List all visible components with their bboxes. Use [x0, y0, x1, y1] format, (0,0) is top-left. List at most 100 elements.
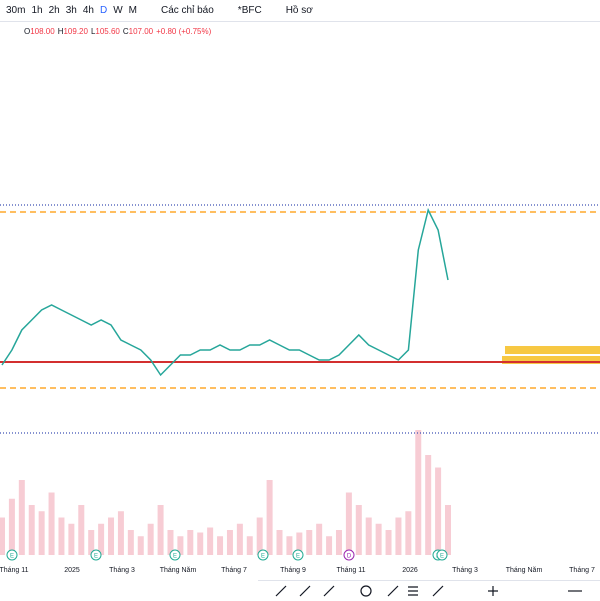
volume-bar: [187, 530, 194, 555]
event-marker: [169, 549, 181, 561]
volume-bar: [345, 492, 352, 555]
event-marker: [292, 549, 304, 561]
toolbar: 30m 1h 2h 3h 4h D W M Các chỉ báo *BFC Hồ sơ: [0, 0, 600, 22]
x-tick-label: Tháng 11: [336, 567, 365, 574]
volume-bar: [425, 455, 432, 555]
volume-bar: [108, 517, 115, 555]
volume-bar: [78, 505, 85, 555]
volume-bar: [127, 530, 134, 555]
volume-bar: [316, 523, 323, 555]
volume-bar: [415, 430, 422, 555]
volume-bar: [286, 536, 293, 555]
volume-bar: [445, 505, 451, 555]
volume-bar: [177, 536, 184, 555]
volume-bar: [405, 511, 412, 555]
volume-bar: [236, 523, 243, 555]
event-label: E: [296, 554, 300, 560]
x-tick-label: Tháng 7: [569, 567, 595, 574]
profile-button[interactable]: Hồ sơ: [285, 5, 313, 16]
x-tick-label: 2025: [64, 567, 80, 574]
volume-bar: [355, 505, 362, 555]
ohlc-value: 105.60: [95, 27, 120, 36]
volume-bar: [276, 530, 283, 555]
event-label: E: [261, 554, 265, 560]
interval-button[interactable]: 30m: [6, 5, 26, 16]
x-tick-label: Tháng Năm: [506, 567, 543, 574]
volume-bar: [28, 505, 35, 555]
volume-bar: [326, 536, 333, 555]
drawing-icons: [275, 585, 582, 597]
event-marker: [6, 549, 18, 561]
volume-bar: [98, 523, 105, 555]
volume-profile: [505, 346, 600, 354]
volume-bar: [296, 532, 303, 555]
x-tick-label: Tháng 3: [109, 567, 135, 574]
drawing-toolbar[interactable]: [258, 580, 600, 601]
volume-bar: [335, 530, 342, 555]
interval-button[interactable]: 4h: [82, 5, 94, 16]
volume-bar: [306, 530, 313, 555]
ohlc-label: L: [90, 27, 96, 36]
volume-bar: [197, 532, 204, 555]
ohlc-legend: O108.00 H109.20 L105.60 C107.00 +0.80 (+0.75…: [24, 27, 211, 36]
ohlc-label: H: [57, 27, 64, 36]
event-label: E: [94, 554, 98, 560]
x-tick-label: Tháng 11: [0, 567, 29, 574]
volume-bar: [266, 480, 273, 555]
event-label: D: [347, 554, 352, 560]
volume-bar: [167, 530, 174, 555]
x-tick-label: Tháng 9: [280, 567, 306, 574]
volume-bar: [375, 523, 382, 555]
volume-bar: [48, 492, 55, 555]
interval-button[interactable]: D: [99, 5, 108, 16]
event-marker: [436, 549, 448, 561]
volume-bar: [137, 536, 144, 555]
volume-bar: [68, 523, 75, 555]
volume-bar: [226, 530, 233, 555]
interval-button[interactable]: W: [113, 5, 123, 16]
volume-bar: [58, 517, 65, 555]
ohlc-label: O: [24, 27, 31, 36]
volume-bar: [88, 530, 95, 555]
ohlc-value: 109.20: [63, 27, 88, 36]
indicators-button[interactable]: Các chỉ báo: [160, 5, 214, 16]
volume-bar: [147, 523, 154, 555]
volume-bar: [8, 498, 15, 555]
interval-button[interactable]: 2h: [48, 5, 60, 16]
event-label: E: [440, 554, 444, 560]
event-label: E: [10, 554, 14, 560]
volume-bar: [18, 480, 25, 555]
symbol-button[interactable]: *BFC: [237, 5, 262, 16]
volume-bar: [157, 505, 164, 555]
volume-bar: [246, 536, 253, 555]
x-tick-label: Tháng 7: [221, 567, 247, 574]
volume-bar: [256, 517, 263, 555]
interval-button[interactable]: 1h: [31, 5, 43, 16]
event-label: E: [173, 554, 177, 560]
volume-bar: [0, 517, 5, 555]
volume-bar: [365, 517, 372, 555]
volume-bar: [395, 517, 402, 555]
ohlc-label: C: [122, 27, 129, 36]
event-marker: [90, 549, 102, 561]
volume-bar: [385, 530, 392, 555]
ohlc-value: 107.00: [128, 27, 154, 36]
volume-bar: [207, 527, 214, 555]
volume-profile: [502, 356, 600, 364]
x-tick-label: 2026: [402, 567, 418, 574]
volume-bar: [435, 467, 442, 555]
event-marker: [343, 549, 355, 561]
ohlc-value: 108.00: [30, 27, 55, 36]
interval-button[interactable]: M: [128, 5, 137, 16]
x-tick-label: Tháng 3: [452, 567, 478, 574]
volume-bar: [38, 511, 45, 555]
x-tick-label: Tháng Năm: [160, 567, 197, 574]
volume-bar: [217, 536, 224, 555]
interval-button[interactable]: 3h: [65, 5, 77, 16]
ohlc-change: +0.80 (+0.75%): [156, 27, 212, 36]
event-marker: [257, 549, 269, 561]
price-line: [1, 207, 449, 377]
volume-bar: [117, 511, 124, 555]
